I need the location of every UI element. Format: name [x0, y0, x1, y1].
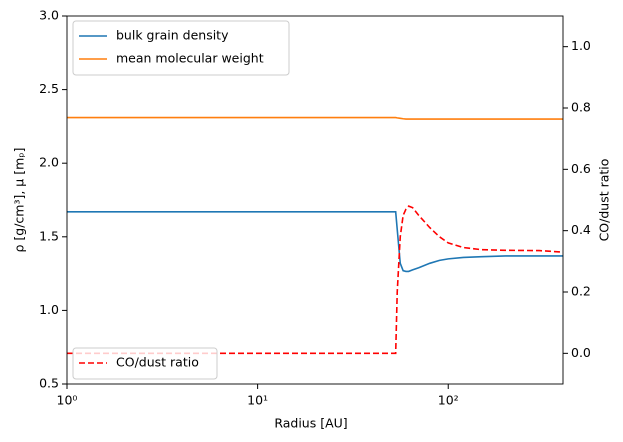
y2-tick-label: 0.6	[571, 161, 591, 176]
legend-box	[72, 20, 290, 76]
y2-tick-label: 0.2	[571, 284, 591, 299]
x-tick-label: 10¹	[247, 393, 268, 408]
plot-frame	[66, 15, 564, 385]
y2-tick-label: 0.4	[571, 222, 591, 237]
y-axis-label: ρ [g/cm³], μ [mₚ]	[12, 147, 27, 252]
y-tick-label: 3.0	[39, 8, 59, 23]
y2-tick-label: 0.0	[571, 345, 591, 360]
y-tick-label: 0.5	[39, 376, 59, 391]
legend-label: mean molecular weight	[116, 51, 264, 66]
series-line	[67, 205, 563, 355]
y-tick-label: 2.5	[39, 81, 59, 96]
series-line	[67, 210, 563, 273]
legend-label: CO/dust ratio	[116, 355, 199, 370]
y2-axis-label: CO/dust ratio	[597, 159, 612, 242]
x-axis-label: Radius [AU]	[274, 416, 347, 431]
legend-label: bulk grain density	[116, 28, 229, 43]
y-tick-label: 1.0	[39, 302, 59, 317]
legend-box	[72, 347, 218, 380]
x-tick-label: 10⁰	[57, 393, 78, 408]
y-tick-label: 2.0	[39, 155, 59, 170]
x-tick-label: 10²	[438, 393, 459, 408]
y-tick-label: 1.5	[39, 228, 59, 243]
y2-tick-label: 1.0	[571, 38, 591, 53]
series-line	[67, 116, 563, 120]
y2-tick-label: 0.8	[571, 100, 591, 115]
